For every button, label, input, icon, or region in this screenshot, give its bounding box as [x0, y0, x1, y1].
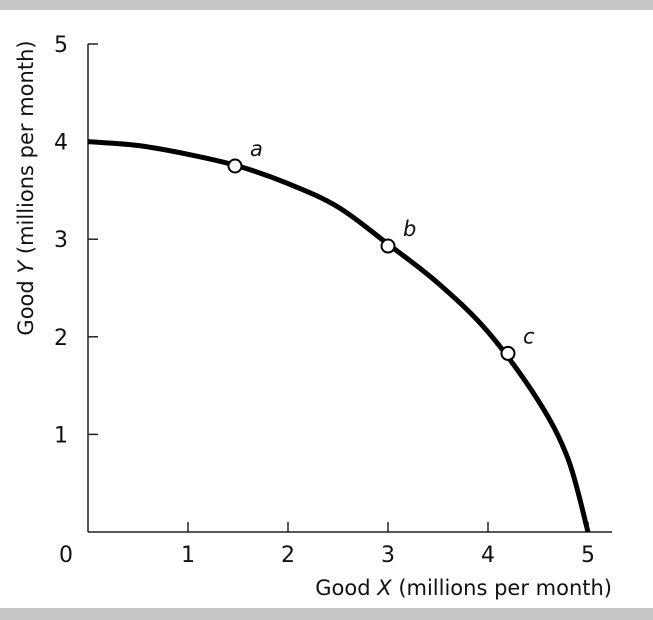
x-axis-title-part-3: (millions per month) — [392, 576, 612, 600]
axes — [87, 44, 612, 533]
y-tick-label: 1 — [54, 423, 68, 448]
x-tick-label: 1 — [181, 543, 195, 568]
y-axis-title-part-2: Y — [14, 259, 38, 274]
point-b-label: b — [403, 217, 416, 241]
x-tick-label: 3 — [381, 543, 395, 568]
point-a-marker — [227, 158, 243, 174]
y-axis-ticks: 1 2 3 4 5 — [54, 33, 98, 448]
x-axis-title: Good X (millions per month) — [315, 576, 612, 600]
y-axis-title: Good Y (millions per month) — [14, 40, 38, 335]
y-axis-title-part-3: (millions per month) — [14, 40, 38, 260]
top-border-band — [0, 0, 653, 10]
y-axis-title-part-1: Good — [14, 274, 38, 336]
point-b-marker — [380, 238, 396, 254]
point-a-label: a — [250, 137, 263, 161]
ppf-curve — [87, 139, 591, 533]
curve-points: a b c — [227, 137, 535, 361]
x-axis-ticks: 1 2 3 4 5 — [181, 522, 595, 568]
y-tick-label: 2 — [54, 326, 68, 351]
origin-label: 0 — [59, 543, 73, 568]
bottom-border-band — [0, 608, 653, 620]
point-c-marker — [500, 345, 516, 361]
y-tick-label: 4 — [54, 131, 68, 156]
x-axis-title-part-1: Good — [315, 576, 377, 600]
y-tick-label: 5 — [54, 33, 68, 58]
x-axis-title-part-2: X — [376, 576, 392, 600]
point-c-label: c — [523, 324, 535, 348]
x-tick-label: 4 — [481, 543, 495, 568]
y-tick-label: 3 — [54, 228, 68, 253]
x-tick-label: 5 — [581, 543, 595, 568]
x-tick-label: 2 — [281, 543, 295, 568]
